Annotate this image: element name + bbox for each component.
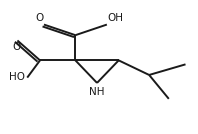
Text: NH: NH <box>89 87 105 97</box>
Text: HO: HO <box>9 72 25 82</box>
Text: OH: OH <box>108 13 124 23</box>
Text: O: O <box>35 13 43 23</box>
Text: O: O <box>12 42 21 53</box>
